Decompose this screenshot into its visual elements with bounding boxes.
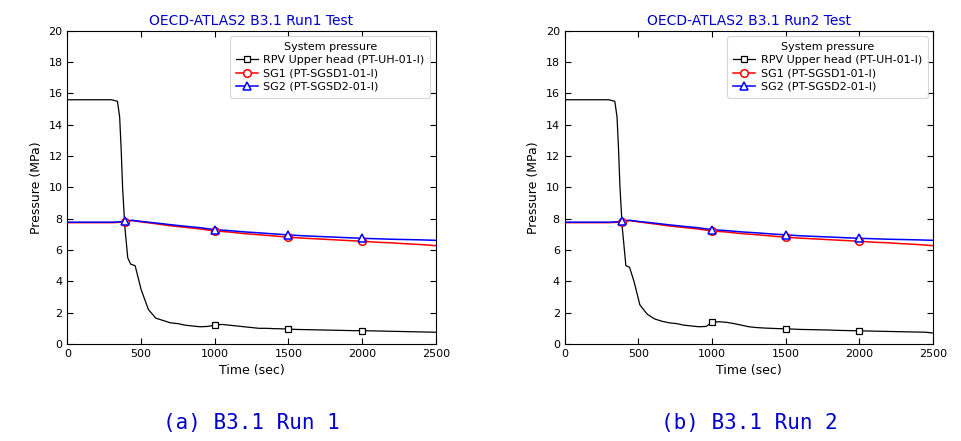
X-axis label: Time (sec): Time (sec)	[218, 364, 284, 377]
X-axis label: Time (sec): Time (sec)	[715, 364, 781, 377]
Title: OECD-ATLAS2 B3.1 Run2 Test: OECD-ATLAS2 B3.1 Run2 Test	[646, 14, 850, 28]
Y-axis label: Pressure (MPa): Pressure (MPa)	[30, 141, 42, 234]
Y-axis label: Pressure (MPa): Pressure (MPa)	[527, 141, 540, 234]
Text: (b) B3.1 Run 2: (b) B3.1 Run 2	[660, 413, 836, 433]
Text: (a) B3.1 Run 1: (a) B3.1 Run 1	[163, 413, 339, 433]
Legend: RPV Upper head (PT-UH-01-I), SG1 (PT-SGSD1-01-I), SG2 (PT-SGSD2-01-I): RPV Upper head (PT-UH-01-I), SG1 (PT-SGS…	[727, 37, 926, 97]
Legend: RPV Upper head (PT-UH-01-I), SG1 (PT-SGSD1-01-I), SG2 (PT-SGSD2-01-I): RPV Upper head (PT-UH-01-I), SG1 (PT-SGS…	[230, 37, 430, 97]
Title: OECD-ATLAS2 B3.1 Run1 Test: OECD-ATLAS2 B3.1 Run1 Test	[149, 14, 354, 28]
